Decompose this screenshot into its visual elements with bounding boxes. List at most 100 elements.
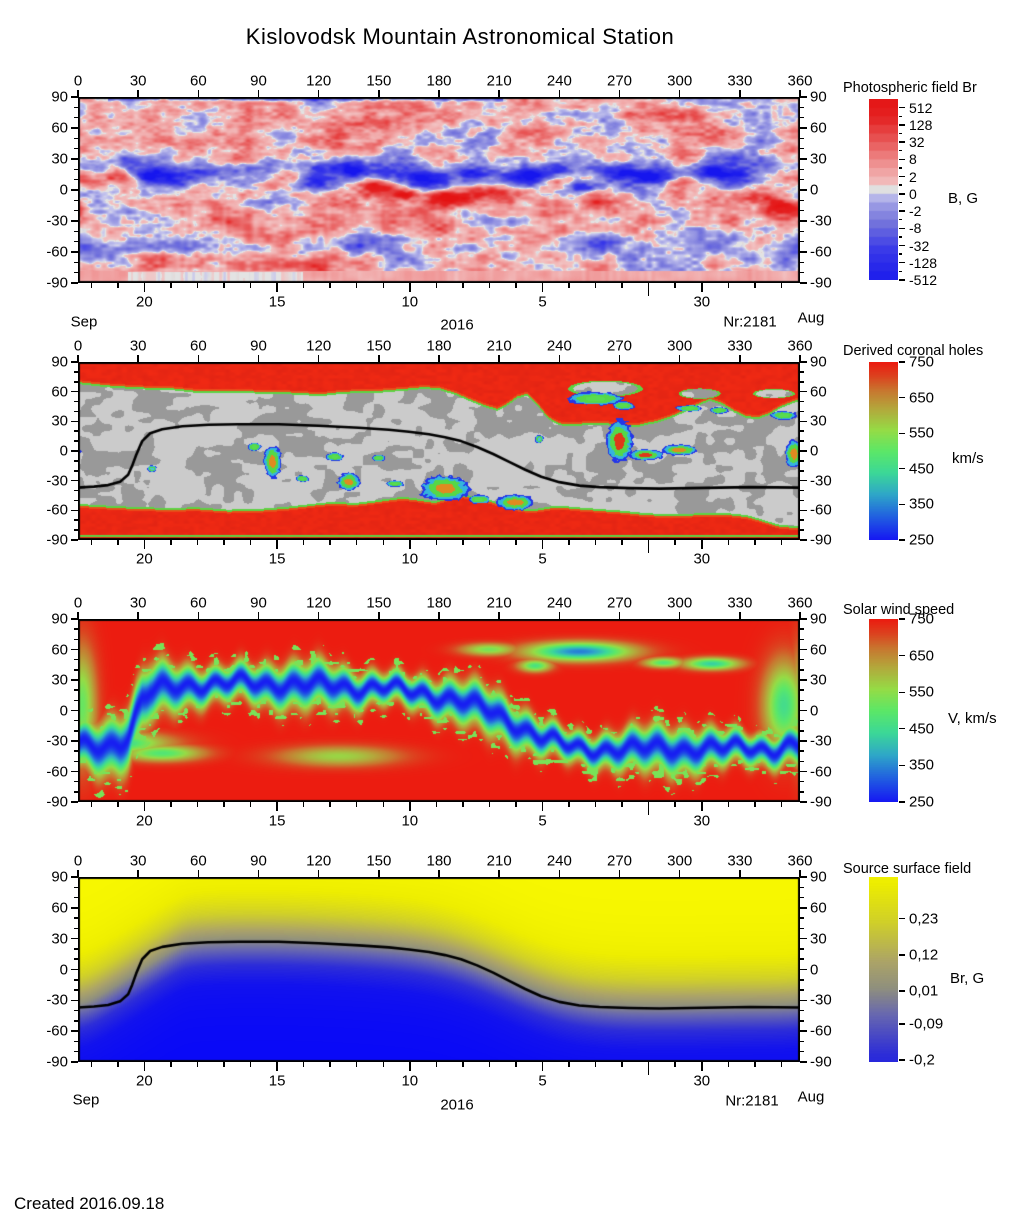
month-label-aug-1: Aug [797,309,825,327]
colorbar-wind-speed [869,619,898,802]
colorbar-tick [899,503,905,506]
lat-tick-right [800,230,804,233]
date-tick [355,540,358,545]
lon-tick-label: 90 [250,594,267,612]
lat-tick-label-left: 90 [51,88,68,106]
lon-tick-label: 150 [366,72,392,90]
lon-tick [197,90,200,97]
lon-tick [438,870,440,877]
date-tick [249,802,252,807]
lat-tick-right [800,780,804,783]
date-tick [196,540,199,545]
lat-tick-left [71,361,78,363]
date-tick [701,540,703,549]
colorbar-tick [899,132,902,135]
lat-tick-left [74,699,78,702]
source-surface-field-map [78,877,800,1062]
date-tick [196,1062,199,1067]
colorbar-tick-label: 0 [909,185,917,202]
lon-tick [618,612,621,619]
colorbar-tick-label: 2 [909,168,917,185]
date-tick [541,802,544,811]
year-label-2: 2016 [440,1096,474,1114]
lon-tick [678,355,681,362]
date-tick [568,540,570,545]
lon-tick-label: 60 [189,852,207,870]
lat-tick-right [800,479,807,482]
date-tick-label: 15 [268,550,286,568]
lat-tick-right [800,489,804,492]
date-tick [382,802,384,807]
lat-tick-right [800,979,804,981]
lat-tick-label-left: 0 [59,961,68,978]
lon-tick-label: 240 [546,594,572,612]
lon-tick-label: 0 [73,337,83,355]
lon-tick-label: 270 [606,852,633,870]
colorbar-tick [899,227,905,229]
date-tick [594,1062,597,1067]
lon-tick [77,90,79,97]
lat-tick-label-right: -60 [810,1022,832,1040]
lat-tick-label-left: 90 [51,353,68,371]
lon-tick [799,355,801,362]
lon-tick-label: 270 [606,594,633,612]
lat-tick-left [74,168,78,171]
lat-tick-left [74,730,78,732]
date-tick-label: 15 [268,812,286,830]
lon-tick [618,90,621,97]
lat-tick-left [71,1061,78,1063]
lon-tick [257,870,260,877]
colorbar-tick-label: 450 [909,720,935,738]
colorbar-tick [899,141,905,143]
colorbar-tick [899,618,905,620]
lon-tick [498,612,500,619]
lat-tick-right [800,948,804,950]
date-tick [674,540,676,545]
lon-tick [558,612,561,619]
lon-tick-label: 360 [787,337,813,355]
lat-tick-right [800,261,804,264]
lat-tick-right [800,896,804,899]
colorbar-tick [899,253,902,255]
lat-tick-label-right: 60 [810,641,827,658]
date-tick [355,283,358,288]
lat-tick-right [800,430,804,432]
lat-tick-right [800,679,807,681]
lat-tick-left [74,137,78,140]
date-tick-label: 30 [693,1072,711,1090]
lon-tick-label: 30 [129,337,147,355]
lat-tick-right [800,529,804,531]
lat-tick-left [74,371,78,373]
lat-tick-label-right: 0 [810,961,819,978]
date-tick-label: 5 [538,293,547,311]
date-tick [196,802,199,807]
date-tick-label: 20 [136,293,153,311]
lat-tick-left [71,96,78,98]
date-tick [462,802,464,807]
lon-tick-label: 30 [129,72,147,90]
lon-tick [257,355,260,362]
colorbar-tick-label: 512 [909,99,933,116]
colorbar-tick-label: 650 [909,647,935,665]
date-tick [515,283,517,288]
lat-tick-left [74,116,78,119]
date-tick [727,283,730,288]
date-tick [143,283,146,292]
lat-tick-right [800,618,807,620]
colorbar-tick [899,954,905,956]
date-tick [568,802,570,807]
lat-tick-left [74,1050,78,1053]
lat-tick-left [71,937,78,940]
date-tick [223,540,225,545]
lat-tick-left [71,509,78,512]
unit-label-bg: B, G [948,190,979,207]
colorbar-tick [899,691,905,693]
month-label-aug-2: Aug [797,1088,825,1106]
lat-tick-right [800,137,804,140]
lat-tick-left [74,106,78,109]
month-label-sep-2: Sep [72,1091,100,1109]
lat-tick-left [71,539,78,541]
lon-tick [799,612,801,619]
lat-tick-left [74,1009,78,1012]
lat-tick-left [74,410,78,413]
